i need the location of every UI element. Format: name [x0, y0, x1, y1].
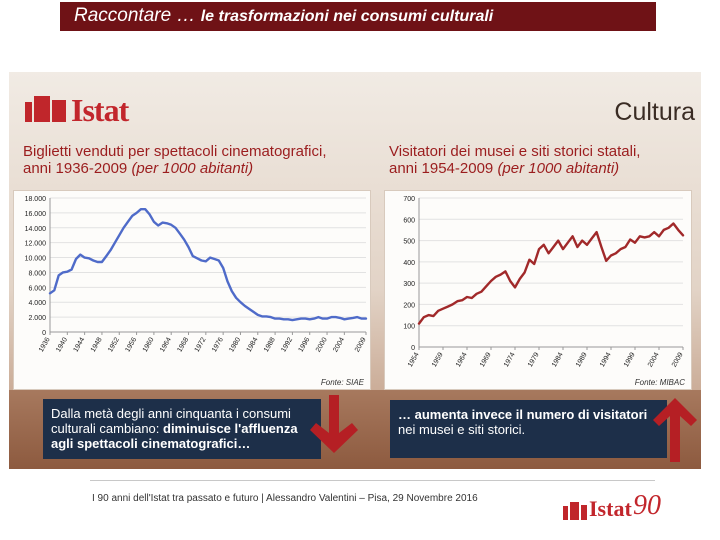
cinema-ytick-label: 18.000: [25, 196, 47, 203]
left-chart-title-years: anni 1936-2009: [23, 160, 132, 177]
footer-logo: Istat 90: [563, 490, 673, 524]
cinema-chart-svg: 18.000 16.000 14.000 12.000 10.000 8.000 6.000…: [25, 196, 368, 353]
cinema-xtick-label: 1968: [176, 336, 190, 353]
cinema-xtick-label: 1972: [194, 336, 208, 353]
right-chart-title: Visitatori dei musei e siti storici stat…: [389, 143, 699, 177]
cinema-xtick-label: 1948: [90, 336, 104, 353]
istat-logo-text: Istat: [71, 92, 129, 128]
cinema-xtick-label: 1964: [159, 336, 173, 353]
museum-xtick-label: 1964: [455, 351, 469, 368]
cinema-ytick-label: 16.000: [25, 211, 47, 218]
museum-xtick-label: 1999: [623, 351, 637, 368]
museum-xtick-label: 1984: [551, 351, 565, 368]
museum-note-text: nei musei e siti storici.: [398, 422, 526, 437]
footer-logo-number: 90: [633, 490, 661, 521]
header-title-main: Raccontare …: [74, 5, 201, 26]
cinema-xtick-label: 1984: [246, 336, 260, 353]
museum-ytick-label: 300: [403, 281, 415, 288]
cinema-xtick-label: 2004: [332, 336, 346, 353]
museum-ytick-label: 600: [403, 217, 415, 224]
museum-ytick-label: 700: [403, 196, 415, 203]
cinema-xtick-label: 1992: [280, 336, 294, 353]
cinema-xtick-label: 2000: [315, 336, 329, 353]
museum-chart-source: Fonte: MIBAC: [634, 378, 685, 387]
header-bar: Raccontare … le trasformazioni nei consu…: [60, 2, 656, 31]
museum-xtick-label: 1994: [599, 351, 613, 368]
museum-xtick-label: 2009: [671, 351, 685, 368]
museum-ytick-label: 100: [403, 324, 415, 331]
cinema-ytick-label: 8.000: [28, 270, 46, 277]
cinema-note-text: Dalla metà degli anni cinquanta i consum…: [51, 406, 291, 436]
cinema-xtick-label: 1988: [263, 336, 277, 353]
cinema-ytick-label: 2.000: [28, 315, 46, 322]
right-chart-title-line1: Visitatori dei musei e siti storici stat…: [389, 143, 641, 160]
cinema-xtick-label: 2009: [354, 336, 368, 353]
cinema-xtick-label: 1980: [228, 336, 242, 353]
museum-xtick-label: 1954: [407, 351, 421, 368]
museum-series-line: [417, 222, 685, 325]
infographic-slide: Istat Cultura Biglietti venduti per spet…: [9, 72, 701, 469]
right-chart-title-years: anni 1954-2009: [389, 160, 498, 177]
left-chart-title-line1: Biglietti venduti per spettacoli cinemat…: [23, 143, 327, 160]
footer-divider: [90, 480, 655, 481]
museum-ytick-label: 0: [411, 345, 415, 352]
cinema-xtick-label: 1940: [55, 336, 69, 353]
cinema-ytick-label: 4.000: [28, 300, 46, 307]
left-chart-title-unit: (per 1000 abitanti): [131, 160, 254, 177]
museum-ytick-label: 200: [403, 302, 415, 309]
cinema-xtick-label: 1956: [124, 336, 138, 353]
footer-logo-icon: [563, 502, 587, 520]
cinema-chart: 18.000 16.000 14.000 12.000 10.000 8.000 6.000…: [13, 190, 371, 390]
cinema-ytick-label: 0: [42, 330, 46, 337]
cinema-ytick-label: 14.000: [25, 226, 47, 233]
arrow-up-icon: [653, 398, 697, 462]
museum-chart: 700 600 500 400 300 200 100 0 1954 1959 1964 1969 19…: [384, 190, 692, 390]
museum-xtick-label: 2004: [647, 351, 661, 368]
cinema-xtick-label: 1944: [73, 336, 87, 353]
right-chart-title-unit: (per 1000 abitanti): [497, 160, 620, 177]
museum-xtick-label: 1959: [431, 351, 445, 368]
footer-text: I 90 anni dell'Istat tra passato e futur…: [92, 493, 478, 504]
cinema-xtick-label: 1976: [211, 336, 225, 353]
museum-ytick-label: 400: [403, 260, 415, 267]
header-title-sub: le trasformazioni nei consumi culturali: [200, 8, 494, 25]
cinema-ytick-label: 6.000: [28, 285, 46, 292]
cinema-xtick-label: 1936: [38, 336, 52, 353]
footer-logo-text: Istat: [589, 496, 632, 521]
cinema-note-emphasis: diminuisce l'affluenza agli spettacoli c…: [51, 421, 298, 451]
museum-note: … aumenta invece il numero di visitatori…: [390, 400, 667, 458]
museum-xtick-label: 1969: [479, 351, 493, 368]
cinema-ytick-label: 10.000: [25, 256, 47, 263]
cinema-series-line: [48, 208, 368, 322]
arrow-down-icon: [310, 395, 358, 453]
section-label: Cultura: [614, 98, 695, 126]
museum-xtick-label: 1979: [527, 351, 541, 368]
museum-note-emphasis: … aumenta invece il numero di visitatori: [398, 407, 648, 422]
museum-xtick-label: 1974: [503, 351, 517, 368]
museum-ytick-label: 500: [403, 239, 415, 246]
cinema-xtick-label: 1996: [298, 336, 312, 353]
museum-xtick-label: 1989: [575, 351, 589, 368]
left-chart-title: Biglietti venduti per spettacoli cinemat…: [23, 143, 363, 177]
cinema-xtick-label: 1960: [142, 336, 156, 353]
cinema-note: Dalla metà degli anni cinquanta i consum…: [43, 399, 321, 459]
header-title: Raccontare … le trasformazioni nei consu…: [74, 5, 493, 27]
cinema-chart-source: Fonte: SIAE: [320, 378, 364, 387]
cinema-ytick-label: 12.000: [25, 241, 47, 248]
cinema-xtick-label: 1952: [107, 336, 121, 353]
